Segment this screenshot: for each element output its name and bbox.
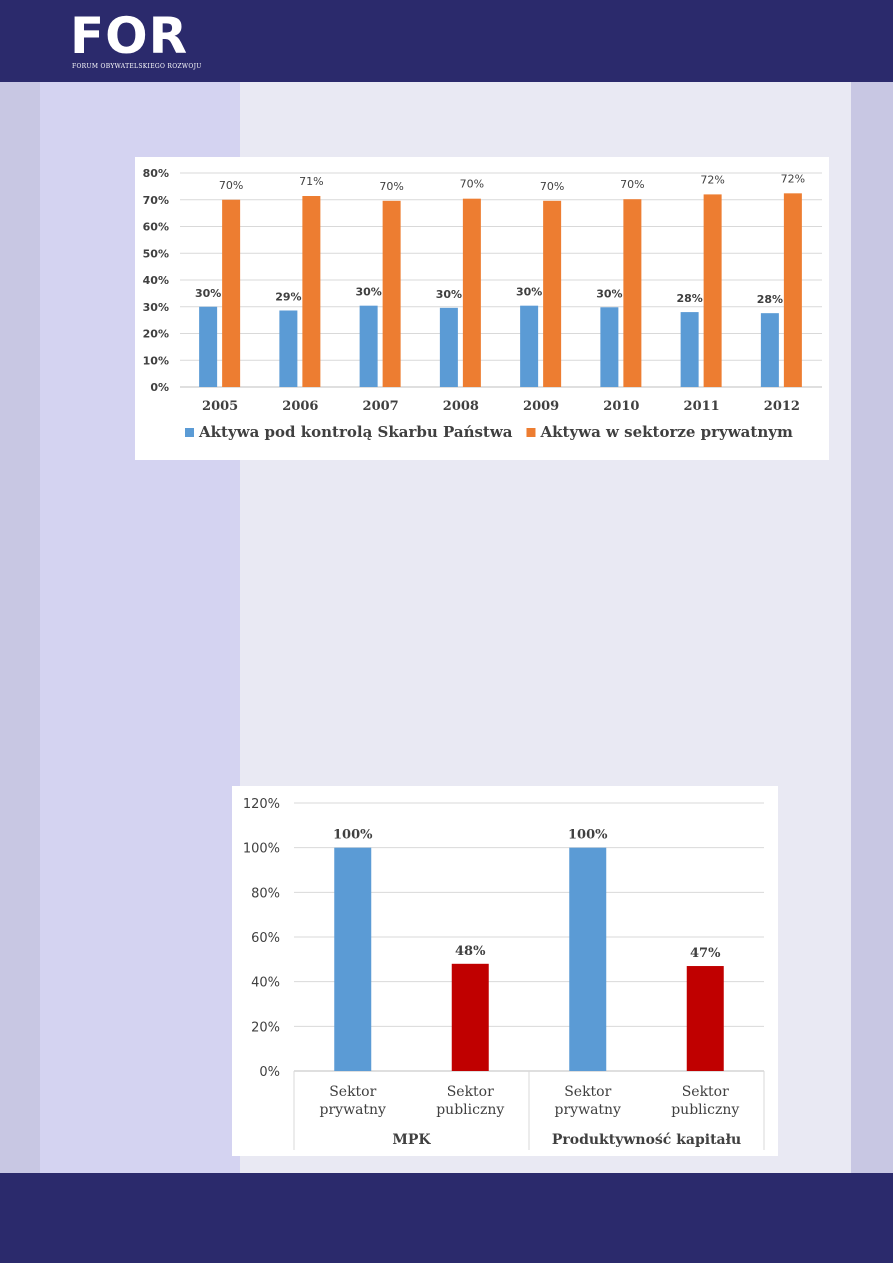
legend-entry: Aktywa pod kontrolą Skarbu Państwa	[198, 423, 513, 441]
bar	[520, 305, 539, 387]
data-label: 100%	[568, 828, 608, 843]
x-tick-label: publiczny	[671, 1102, 739, 1118]
legend-swatch	[185, 428, 194, 437]
legend-swatch	[526, 428, 536, 437]
group-label: Produktywność kapitału	[552, 1132, 741, 1148]
x-tick-label: 2010	[603, 399, 639, 414]
x-tick-label: 2009	[523, 399, 559, 414]
bar	[600, 307, 619, 387]
y-tick-label: 40%	[143, 274, 169, 287]
data-label: 47%	[690, 946, 721, 961]
data-label: 30%	[516, 286, 542, 299]
bar	[439, 307, 458, 387]
x-tick-label: 2012	[764, 399, 800, 414]
bar	[451, 963, 489, 1071]
x-tick-label: prywatny	[320, 1102, 387, 1118]
assets-ownership-chart-svg: 0% 10% 20% 30% 40% 50% 60% 70% 80% 30% 70% 2005 29% 7…	[143, 167, 822, 441]
data-label: 30%	[195, 287, 221, 300]
bar	[703, 194, 722, 387]
bar	[302, 196, 321, 387]
x-tick-label: 2008	[443, 399, 479, 414]
x-tick-label: Sektor	[447, 1084, 494, 1100]
y-tick-label: 0%	[150, 381, 169, 394]
right-margin-strip	[851, 82, 893, 1173]
x-tick-label: Sektor	[682, 1084, 729, 1100]
y-tick-label: 70%	[143, 194, 169, 207]
data-label: 70%	[460, 178, 484, 191]
bar	[199, 306, 218, 387]
y-tick-label: 50%	[143, 247, 169, 260]
y-tick-label: 80%	[143, 167, 169, 180]
y-tick-label: 20%	[143, 328, 169, 341]
bar	[680, 312, 699, 387]
header-band	[0, 0, 893, 82]
assets-ownership-chart: 0% 10% 20% 30% 40% 50% 60% 70% 80% 30% 70% 2005 29% 7…	[135, 157, 829, 460]
data-label: 70%	[219, 179, 243, 192]
data-label: 72%	[781, 172, 805, 185]
data-label: 29%	[275, 290, 301, 303]
bar	[334, 847, 372, 1071]
bar	[783, 193, 802, 387]
y-tick-label: 30%	[143, 301, 169, 314]
x-tick-label: prywatny	[555, 1102, 622, 1118]
legend-entry: Aktywa w sektorze prywatnym	[539, 423, 792, 441]
y-tick-label: 80%	[251, 886, 280, 901]
x-tick-label: 2006	[282, 399, 318, 414]
y-tick-label: 100%	[243, 842, 280, 857]
bar	[686, 966, 724, 1071]
data-label: 72%	[700, 173, 724, 186]
data-label: 28%	[676, 292, 702, 305]
group-label: MPK	[392, 1132, 431, 1148]
y-tick-label: 40%	[251, 976, 280, 991]
logo-subtitle: FORUM OBYWATELSKIEGO ROZWOJU	[72, 63, 202, 70]
y-tick-label: 10%	[143, 354, 169, 367]
data-label: 70%	[379, 180, 403, 193]
data-label: 70%	[540, 180, 564, 193]
data-label: 71%	[299, 175, 323, 188]
logo-wordmark: FOR	[70, 7, 189, 65]
x-tick-label: 2007	[363, 399, 399, 414]
bar	[462, 198, 481, 387]
bar	[382, 200, 401, 387]
footer-band	[0, 1173, 893, 1263]
capital-productivity-chart-svg: 0% 20% 40% 60% 80% 100% 120% 100% Sektor prywatny…	[243, 797, 765, 1150]
y-tick-label: 0%	[259, 1065, 280, 1080]
bar	[543, 200, 562, 387]
data-label: 28%	[757, 293, 783, 306]
data-label: 48%	[455, 944, 486, 959]
data-label: 100%	[333, 828, 373, 843]
capital-productivity-chart: 0% 20% 40% 60% 80% 100% 120% 100% Sektor prywatny…	[232, 786, 778, 1156]
bar	[359, 305, 378, 387]
left-margin-strip	[0, 82, 40, 1173]
y-tick-label: 120%	[243, 797, 280, 812]
y-tick-label: 20%	[251, 1020, 280, 1035]
bar	[279, 310, 298, 387]
y-tick-label: 60%	[143, 221, 169, 234]
data-label: 30%	[355, 286, 381, 299]
data-label: 70%	[620, 178, 644, 191]
bar	[222, 199, 241, 387]
bar	[623, 199, 642, 387]
data-label: 30%	[436, 288, 462, 301]
x-tick-label: 2005	[202, 399, 238, 414]
data-label: 30%	[596, 287, 622, 300]
for-logo: FOR FORUM OBYWATELSKIEGO ROZWOJU	[70, 7, 202, 74]
y-tick-label: 60%	[251, 931, 280, 946]
x-tick-label: Sektor	[329, 1084, 376, 1100]
bar	[760, 313, 779, 387]
x-tick-label: 2011	[684, 399, 720, 414]
bar	[569, 847, 607, 1071]
x-tick-label: Sektor	[564, 1084, 611, 1100]
x-tick-label: publiczny	[436, 1102, 504, 1118]
